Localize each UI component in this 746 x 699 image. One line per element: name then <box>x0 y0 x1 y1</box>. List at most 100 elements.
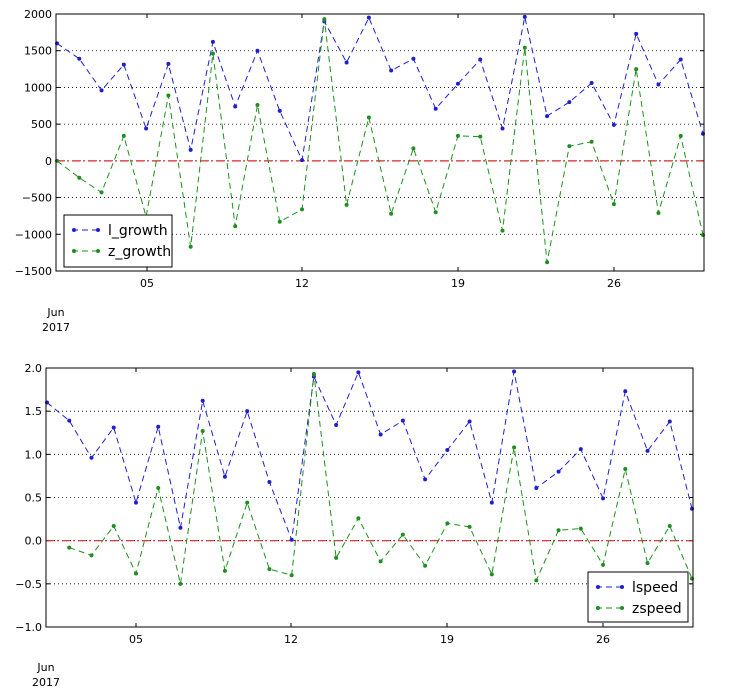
data-point-z_growth <box>478 134 483 139</box>
legend-box <box>63 214 173 268</box>
data-point-l_growth <box>77 56 82 61</box>
data-point-zspeed <box>289 573 294 578</box>
data-point-lspeed <box>512 369 517 374</box>
data-point-zspeed <box>178 581 183 586</box>
data-point-lspeed <box>111 425 116 430</box>
data-point-lspeed <box>200 398 205 403</box>
y-tick-label: 500 <box>31 118 52 131</box>
data-point-zspeed <box>534 578 539 583</box>
legend-label: zspeed <box>632 601 682 617</box>
data-point-l_growth <box>366 15 371 20</box>
y-tick-label: 1500 <box>24 45 52 58</box>
legend-box <box>587 571 689 623</box>
legend-marker <box>596 606 600 610</box>
legend-marker <box>620 585 624 589</box>
data-point-z_growth <box>611 202 616 207</box>
data-point-l_growth <box>522 14 527 19</box>
data-point-zspeed <box>156 486 161 491</box>
data-point-z_growth <box>77 175 82 180</box>
x-year-label: 2017 <box>32 676 60 689</box>
data-point-zspeed <box>400 532 405 537</box>
data-point-lspeed <box>334 422 339 427</box>
x-tick-label: 26 <box>596 633 610 646</box>
data-point-lspeed <box>534 486 539 491</box>
data-point-l_growth <box>656 82 661 87</box>
data-point-l_growth <box>389 68 394 73</box>
data-point-zspeed <box>267 567 272 572</box>
series-line-z_growth <box>56 19 704 263</box>
data-point-lspeed <box>645 448 650 453</box>
y-tick-label: 0.0 <box>25 535 43 548</box>
plot-frame <box>45 367 694 628</box>
data-point-lspeed <box>222 474 227 479</box>
data-point-zspeed <box>667 523 672 528</box>
legend-marker <box>596 585 600 589</box>
data-point-l_growth <box>210 39 215 44</box>
x-year-label: 2017 <box>42 321 70 334</box>
chart-speed: 2.0 1.5 1.0 0.5 0.0 −0.5 −1.0 05 12 19 26 Jun 2017 ls… <box>15 362 694 689</box>
data-point-lspeed <box>378 432 383 437</box>
data-point-z_growth <box>567 144 572 149</box>
data-point-l_growth <box>611 122 616 127</box>
data-point-zspeed <box>645 561 650 566</box>
legend-label: z_growth <box>108 244 171 260</box>
data-point-lspeed <box>601 496 606 501</box>
data-point-zspeed <box>356 516 361 521</box>
series-line-zspeed <box>69 373 693 584</box>
data-point-lspeed <box>556 469 561 474</box>
data-point-zspeed <box>200 429 205 434</box>
data-point-z_growth <box>188 244 193 249</box>
data-point-zspeed <box>133 571 138 576</box>
data-point-l_growth <box>567 100 572 105</box>
data-point-zspeed <box>445 521 450 526</box>
x-tick-label: 05 <box>129 633 143 646</box>
data-point-l_growth <box>634 31 639 36</box>
data-point-z_growth <box>166 93 171 98</box>
data-point-l_growth <box>144 126 149 131</box>
data-point-lspeed <box>489 500 494 505</box>
data-point-l_growth <box>277 108 282 113</box>
data-point-zspeed <box>311 372 316 377</box>
legend-marker <box>620 606 624 610</box>
y-tick-label: −1500 <box>15 265 52 278</box>
y-tick-label: −0.5 <box>15 578 42 591</box>
data-point-lspeed <box>245 409 250 414</box>
data-point-zspeed <box>467 524 472 529</box>
y-tick-label: −1.0 <box>15 621 42 634</box>
data-point-z_growth <box>545 260 550 265</box>
data-point-zspeed <box>334 555 339 560</box>
legend-marker <box>72 249 76 253</box>
data-point-zspeed <box>245 500 250 505</box>
data-point-lspeed <box>356 370 361 375</box>
data-point-z_growth <box>500 228 505 233</box>
x-month-label: Jun <box>36 661 54 674</box>
x-month-label: Jun <box>46 306 64 319</box>
x-tick-label: 19 <box>440 633 454 646</box>
data-point-lspeed <box>578 447 583 452</box>
data-point-lspeed <box>89 455 94 460</box>
data-point-lspeed <box>178 525 183 530</box>
y-tick-label: 1.5 <box>25 405 43 418</box>
y-tick-label: −500 <box>22 192 52 205</box>
data-point-l_growth <box>166 61 171 66</box>
data-point-l_growth <box>188 147 193 152</box>
data-point-zspeed <box>578 526 583 531</box>
data-point-lspeed <box>423 477 428 482</box>
data-point-zspeed <box>222 568 227 573</box>
legend-label: lspeed <box>632 580 678 596</box>
y-tick-label: 1.0 <box>25 448 43 461</box>
data-point-zspeed <box>111 523 116 528</box>
data-point-l_growth <box>344 60 349 65</box>
data-point-z_growth <box>233 224 238 229</box>
x-tick-label: 26 <box>607 277 621 290</box>
series-line-l_growth <box>56 16 704 162</box>
data-point-lspeed <box>400 418 405 423</box>
data-point-lspeed <box>445 448 450 453</box>
chart-l-growth: 2000 1500 1000 500 0 −500 −1000 −1500 05 12 19 26 Ju… <box>15 8 705 334</box>
data-point-z_growth <box>210 51 215 56</box>
data-point-z_growth <box>99 190 104 195</box>
data-point-zspeed <box>512 445 517 450</box>
data-point-lspeed <box>467 419 472 424</box>
data-point-l_growth <box>678 57 683 62</box>
legend-label: l_growth <box>108 223 168 239</box>
